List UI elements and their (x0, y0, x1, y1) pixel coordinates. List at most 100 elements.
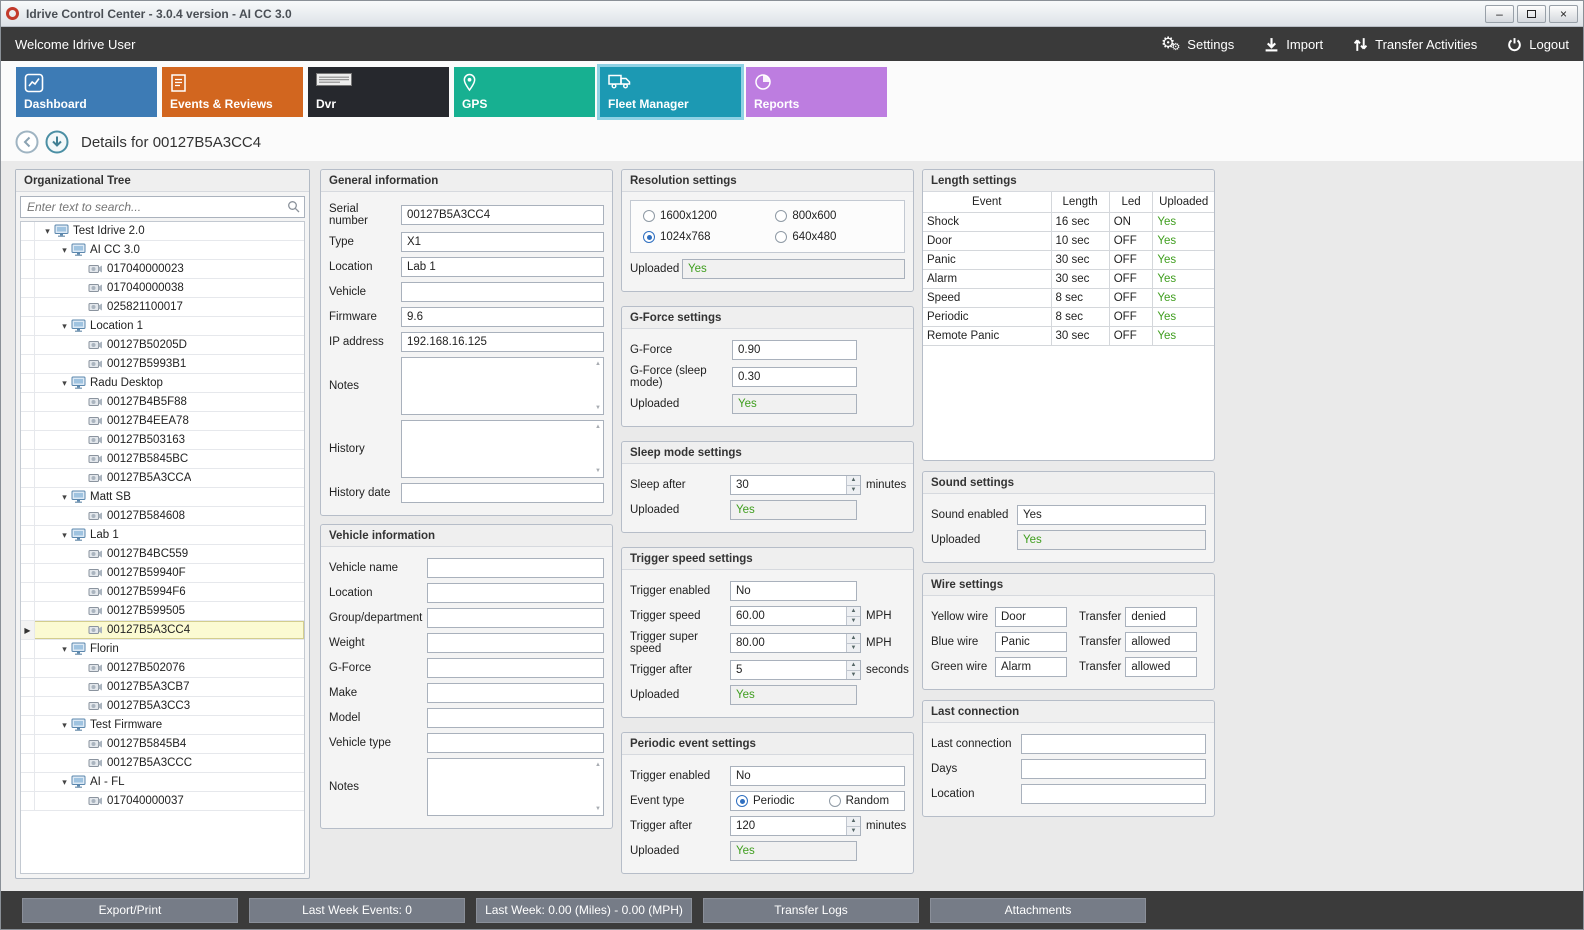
tree-item-00127b5993b1[interactable]: 00127B5993B1 (21, 355, 304, 374)
tree-item-00127b50205d[interactable]: 00127B50205D (21, 336, 304, 355)
tab-events-reviews[interactable]: Events & Reviews (162, 67, 303, 117)
vehicle-model-input[interactable] (427, 708, 604, 728)
scroll-up-icon[interactable]: ▲ (595, 762, 601, 768)
tree-item-00127b5a3cc3[interactable]: 00127B5A3CC3 (21, 697, 304, 716)
length-table-row[interactable]: Door 10 sec OFF Yes (923, 230, 1214, 251)
vehicle-location-input[interactable] (427, 583, 604, 603)
scroll-up-icon[interactable]: ▲ (595, 424, 601, 430)
tree-item-00127b4b5f88[interactable]: 00127B4B5F88 (21, 393, 304, 412)
action-settings[interactable]: ⚙ ⚙ Settings (1161, 35, 1234, 53)
tab-fleet-manager[interactable]: Fleet Manager (597, 64, 744, 120)
general-firmware-input[interactable]: 9.6 (401, 307, 604, 327)
tree-item-017040000038[interactable]: 017040000038 (21, 279, 304, 298)
general-serial-number-input[interactable]: 00127B5A3CC4 (401, 205, 604, 225)
tree-item-00127b5994f6[interactable]: 00127B5994F6 (21, 583, 304, 602)
tree-item-00127b5845bc[interactable]: 00127B5845BC (21, 450, 304, 469)
wire-green-wire-transfer-input[interactable]: allowed (1125, 657, 1198, 677)
tree-item-025821100017[interactable]: 025821100017 (21, 298, 304, 317)
vehicle-notes-textarea[interactable]: ▲ ▼ (427, 758, 604, 816)
vehicle-vehicle-name-input[interactable] (427, 558, 604, 578)
sleep-sleep-after-input[interactable]: 30 ▲ ▼ (730, 475, 861, 495)
trigger-speed-trigger-super-speed-input[interactable]: 80.00 ▲ ▼ (730, 633, 861, 653)
event-type-random[interactable]: Random (828, 792, 889, 810)
bottom-button-transfer-logs[interactable]: Transfer Logs (703, 897, 919, 923)
spinner-buttons[interactable]: ▲ ▼ (846, 817, 860, 835)
wire-yellow-wire-transfer-input[interactable]: denied (1125, 607, 1198, 627)
last-connection-last-connection-input[interactable] (1021, 734, 1206, 754)
bottom-button-last-week-0-00-miles-0-00-mph[interactable]: Last Week: 0.00 (Miles) - 0.00 (MPH) (476, 897, 692, 923)
sound-sound-enabled-input[interactable]: Yes (1017, 505, 1206, 525)
length-table-row[interactable]: Alarm 30 sec OFF Yes (923, 268, 1214, 289)
tree-item-00127b5a3cb7[interactable]: 00127B5A3CB7 (21, 678, 304, 697)
last-connection-location-input[interactable] (1021, 784, 1206, 804)
scroll-up-icon[interactable]: ▲ (595, 361, 601, 367)
minimize-button[interactable]: – (1485, 4, 1514, 23)
trigger-speed-trigger-speed-input[interactable]: 60.00 ▲ ▼ (730, 606, 861, 626)
vehicle-make-input[interactable] (427, 683, 604, 703)
vehicle-weight-input[interactable] (427, 633, 604, 653)
spinner-buttons[interactable]: ▲ ▼ (846, 661, 860, 679)
tree-item-017040000037[interactable]: 017040000037 (21, 792, 304, 811)
back-button[interactable] (15, 130, 39, 154)
tree-item-00127b5a3ccc[interactable]: 00127B5A3CCC (21, 754, 304, 773)
vehicle-vehicle-type-input[interactable] (427, 733, 604, 753)
length-table-row[interactable]: Periodic 8 sec OFF Yes (923, 306, 1214, 327)
scroll-down-icon[interactable]: ▼ (595, 405, 601, 411)
tree-item-lab-1[interactable]: ▾ Lab 1 (21, 526, 304, 545)
tree-item-location-1[interactable]: ▾ Location 1 (21, 317, 304, 336)
gforce-g-force-input[interactable]: 0.90 (732, 340, 857, 360)
spinner-buttons[interactable]: ▲ ▼ (846, 634, 860, 652)
tree-item-00127b4bc559[interactable]: 00127B4BC559 (21, 545, 304, 564)
maximize-button[interactable] (1517, 4, 1546, 23)
length-table-row[interactable]: Shock 16 sec ON Yes (923, 211, 1214, 232)
last-connection-days-input[interactable] (1021, 759, 1206, 779)
close-button[interactable]: × (1549, 4, 1578, 23)
resolution-option-800x600[interactable]: 800x600 (775, 210, 892, 222)
trigger-speed-trigger-enabled-input[interactable]: No (730, 581, 857, 601)
general-location-input[interactable]: Lab 1 (401, 257, 604, 277)
tree-item-ai-fl[interactable]: ▾ AI - FL (21, 773, 304, 792)
bottom-button-export-print[interactable]: Export/Print (22, 897, 238, 923)
length-table-row[interactable]: Panic 30 sec OFF Yes (923, 249, 1214, 270)
tree-item-017040000023[interactable]: 017040000023 (21, 260, 304, 279)
tree-item-00127b4eea78[interactable]: 00127B4EEA78 (21, 412, 304, 431)
general-history-textarea[interactable]: ▲ ▼ (401, 420, 604, 478)
tree-item-matt-sb[interactable]: ▾ Matt SB (21, 488, 304, 507)
tree-item-00127b5845b4[interactable]: 00127B5845B4 (21, 735, 304, 754)
resolution-option-1600x1200[interactable]: 1600x1200 (643, 210, 771, 222)
tab-gps[interactable]: GPS (454, 67, 595, 117)
tree-item-00127b5a3cc4[interactable]: ▶ 00127B5A3CC4 (21, 621, 304, 640)
tree-item-radu-desktop[interactable]: ▾ Radu Desktop (21, 374, 304, 393)
tree-item-00127b599505[interactable]: 00127B599505 (21, 602, 304, 621)
periodic-trigger-enabled-input[interactable]: No (730, 766, 905, 786)
wire-yellow-wire-input[interactable]: Door (995, 607, 1067, 627)
tab-dvr[interactable]: Dvr (308, 67, 449, 117)
general-history-date-input[interactable] (401, 483, 604, 503)
download-details-button[interactable] (45, 130, 69, 154)
action-logout[interactable]: Logout (1507, 37, 1569, 52)
general-notes-textarea[interactable]: ▲ ▼ (401, 357, 604, 415)
wire-blue-wire-input[interactable]: Panic (995, 632, 1067, 652)
length-table-row[interactable]: Remote Panic 30 sec OFF Yes (923, 325, 1214, 346)
spinner-buttons[interactable]: ▲ ▼ (846, 476, 860, 494)
action-transfer-activities[interactable]: Transfer Activities (1353, 37, 1477, 52)
tree-item-00127b584608[interactable]: 00127B584608 (21, 507, 304, 526)
wire-blue-wire-transfer-input[interactable]: allowed (1125, 632, 1198, 652)
wire-green-wire-input[interactable]: Alarm (995, 657, 1067, 677)
tree-item-test-idrive-2-0[interactable]: ▾ Test Idrive 2.0 (21, 222, 304, 241)
spinner-buttons[interactable]: ▲ ▼ (846, 607, 860, 625)
tab-reports[interactable]: Reports (746, 67, 887, 117)
tree-item-00127b503163[interactable]: 00127B503163 (21, 431, 304, 450)
search-icon[interactable] (287, 200, 300, 218)
general-ip-address-input[interactable]: 192.168.16.125 (401, 332, 604, 352)
tree-item-00127b59940f[interactable]: 00127B59940F (21, 564, 304, 583)
tree-search-input[interactable] (20, 196, 305, 218)
tree-item-florin[interactable]: ▾ Florin (21, 640, 304, 659)
length-table-row[interactable]: Speed 8 sec OFF Yes (923, 287, 1214, 308)
general-type-input[interactable]: X1 (401, 232, 604, 252)
tree-item-ai-cc-3-0[interactable]: ▾ AI CC 3.0 (21, 241, 304, 260)
periodic-trigger-after-input[interactable]: 120 ▲ ▼ (730, 816, 861, 836)
trigger-speed-trigger-after-input[interactable]: 5 ▲ ▼ (730, 660, 861, 680)
action-import[interactable]: Import (1264, 37, 1323, 52)
scroll-down-icon[interactable]: ▼ (595, 468, 601, 474)
